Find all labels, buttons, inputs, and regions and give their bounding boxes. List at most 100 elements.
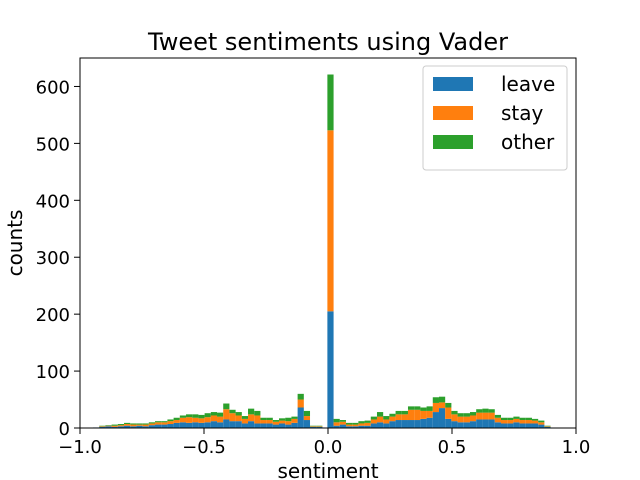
bar-stay-47 — [376, 416, 384, 423]
bar-stay-65 — [488, 412, 495, 420]
bar-other-35 — [303, 410, 311, 417]
bar-stay-42 — [345, 424, 353, 427]
bar-other-57 — [438, 396, 446, 403]
bar-other-34 — [297, 393, 304, 400]
bar-other-30 — [272, 420, 280, 422]
y-tick-label: 400 — [36, 191, 70, 212]
bar-leave-71 — [525, 423, 532, 428]
bar-leave-53 — [414, 420, 421, 428]
bar-leave-58 — [445, 418, 452, 428]
bar-stay-43 — [352, 424, 359, 427]
bar-other-29 — [266, 417, 273, 421]
bar-other-73 — [538, 420, 545, 423]
bar-other-65 — [488, 409, 495, 413]
bar-leave-41 — [339, 424, 346, 428]
bar-stay-3 — [105, 425, 112, 427]
bar-other-36 — [310, 425, 317, 427]
bar-leave-74 — [544, 426, 551, 428]
bar-other-42 — [345, 422, 353, 425]
bar-stay-21 — [217, 416, 224, 423]
bar-leave-45 — [364, 425, 371, 428]
y-tick-label: 500 — [36, 134, 70, 155]
bar-other-10 — [148, 422, 156, 424]
bar-stay-54 — [420, 410, 427, 419]
x-tick-label: −0.5 — [182, 437, 226, 458]
bar-leave-63 — [476, 419, 483, 428]
bar-other-54 — [420, 407, 427, 411]
bar-leave-49 — [389, 421, 396, 428]
bar-leave-52 — [407, 420, 415, 428]
x-axis: −1.0 −0.5 0.0 0.5 1.0 — [58, 428, 590, 458]
bar-other-37 — [316, 425, 323, 427]
x-tick-label: −1.0 — [58, 437, 102, 458]
bar-other-50 — [395, 410, 402, 415]
bar-leave-69 — [513, 422, 520, 428]
bar-stay-36 — [310, 426, 317, 427]
bar-stay-32 — [285, 421, 292, 425]
bar-leave-66 — [494, 422, 501, 428]
bar-other-48 — [383, 416, 390, 420]
bar-leave-30 — [272, 424, 280, 428]
legend: leave stay other — [422, 65, 568, 171]
bar-stay-57 — [438, 402, 446, 409]
bar-leave-48 — [383, 423, 390, 428]
bar-stay-6 — [124, 424, 131, 426]
bar-leave-25 — [241, 423, 249, 428]
bar-leave-27 — [254, 423, 261, 428]
bar-stay-61 — [463, 416, 470, 423]
bar-stay-49 — [389, 416, 396, 422]
bar-leave-42 — [345, 426, 353, 428]
x-tick-label: 0.0 — [314, 437, 343, 458]
bar-other-58 — [445, 402, 452, 408]
bar-other-45 — [364, 420, 371, 423]
y-tick-label: 200 — [36, 305, 70, 326]
bar-leave-7 — [130, 426, 137, 428]
bar-leave-17 — [192, 422, 199, 428]
bar-leave-3 — [105, 426, 112, 428]
bar-other-11 — [155, 421, 162, 423]
bar-leave-16 — [186, 422, 193, 428]
bar-stay-20 — [210, 415, 218, 422]
bar-other-69 — [513, 416, 520, 419]
bar-stay-23 — [229, 413, 236, 422]
bar-other-63 — [476, 409, 483, 413]
y-tick-label: 600 — [36, 77, 70, 98]
x-tick-label: 0.5 — [438, 437, 467, 458]
bar-stay-51 — [401, 414, 408, 421]
bar-other-25 — [241, 416, 249, 419]
bar-leave-20 — [210, 421, 218, 428]
bar-stay-9 — [142, 424, 149, 427]
bar-stay-74 — [544, 426, 551, 427]
bar-other-74 — [544, 425, 551, 427]
bar-other-5 — [117, 424, 125, 426]
bar-stay-29 — [266, 420, 273, 424]
bar-leave-37 — [316, 426, 323, 428]
bar-leave-54 — [420, 418, 427, 428]
bar-leave-18 — [198, 422, 205, 428]
bar-other-13 — [167, 419, 174, 422]
bar-other-61 — [463, 413, 470, 417]
bar-other-8 — [136, 423, 143, 425]
bar-leave-23 — [229, 421, 236, 428]
bar-other-53 — [414, 406, 421, 410]
bar-other-27 — [254, 410, 261, 416]
bar-other-71 — [525, 417, 532, 421]
bar-leave-29 — [266, 423, 273, 428]
bar-leave-56 — [432, 412, 439, 428]
bar-stay-59 — [451, 414, 458, 422]
bar-other-47 — [376, 412, 384, 417]
bar-other-67 — [500, 417, 508, 421]
bar-other-46 — [370, 416, 377, 420]
bar-other-28 — [260, 417, 267, 421]
bar-leave-64 — [482, 419, 489, 428]
bar-stay-66 — [494, 417, 501, 423]
bar-other-17 — [192, 414, 199, 418]
bar-other-44 — [358, 421, 365, 424]
bar-other-52 — [407, 406, 415, 410]
bar-other-19 — [204, 413, 211, 418]
bar-other-15 — [179, 415, 187, 418]
bar-leave-26 — [248, 421, 255, 428]
bar-other-39 — [327, 74, 334, 131]
bar-stay-62 — [469, 415, 477, 422]
bar-other-3 — [105, 425, 112, 426]
